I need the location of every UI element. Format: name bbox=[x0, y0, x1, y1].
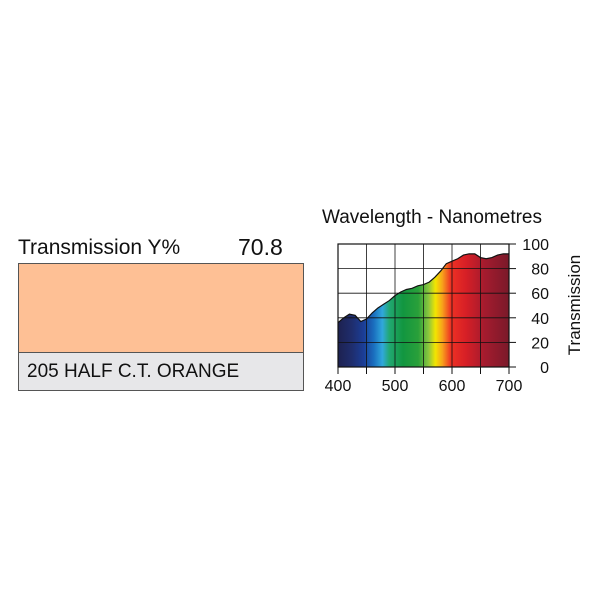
y-tick-label: 20 bbox=[531, 335, 549, 352]
x-tick-label: 700 bbox=[496, 378, 523, 395]
x-tick-label: 600 bbox=[439, 378, 466, 395]
x-tick-label: 500 bbox=[382, 378, 409, 395]
swatch-filter-name: 205 HALF C.T. ORANGE bbox=[19, 353, 303, 390]
y-tick-label: 100 bbox=[522, 237, 549, 254]
x-tick-label: 400 bbox=[325, 378, 352, 395]
swatch-transmission-value: 70.8 bbox=[238, 234, 283, 260]
swatch-color-sample bbox=[19, 264, 303, 353]
y-axis-label: Transmission bbox=[565, 255, 584, 355]
y-tick-label: 0 bbox=[540, 360, 549, 377]
transmission-chart: Wavelength - Nanometres 400 500 600 700 0 20… bbox=[322, 207, 584, 395]
grid-lines bbox=[338, 244, 509, 367]
chart-title: Wavelength - Nanometres bbox=[322, 207, 542, 228]
y-tick-label: 60 bbox=[531, 286, 549, 303]
y-tick-label: 40 bbox=[531, 311, 549, 328]
swatch-title: Transmission Y% bbox=[18, 236, 181, 259]
y-tick-label: 80 bbox=[531, 262, 549, 279]
swatch-box: 205 HALF C.T. ORANGE bbox=[18, 263, 304, 391]
transmission-curve bbox=[337, 253, 509, 324]
